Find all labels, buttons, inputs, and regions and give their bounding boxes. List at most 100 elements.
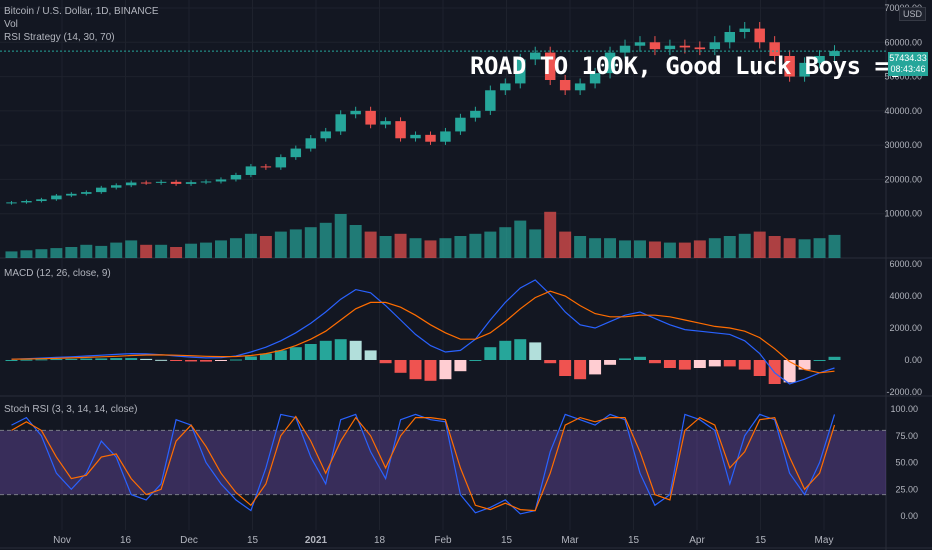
macd-histogram-bar	[5, 360, 18, 361]
x-tick-label: 15	[501, 535, 513, 546]
price-tick-label: 50000.00	[884, 72, 922, 82]
candle	[425, 131, 436, 145]
candle	[724, 25, 736, 49]
candle	[634, 36, 646, 52]
x-tick-label: Nov	[53, 535, 71, 546]
volume-bar	[469, 233, 482, 258]
macd-tick-label: -2000.00	[886, 387, 922, 397]
bar-countdown: 08:43:46	[890, 64, 926, 74]
volume-bar	[424, 240, 437, 258]
x-tick-label: Feb	[434, 535, 452, 546]
candle	[6, 201, 17, 205]
x-tick-label: 15	[628, 535, 640, 546]
macd-histogram-bar	[244, 356, 257, 360]
candle	[185, 180, 197, 186]
macd-histogram-bar	[813, 360, 826, 361]
stoch-label[interactable]: Stoch RSI (3, 3, 14, 14, close)	[4, 404, 138, 415]
price-tick-label: 10000.00	[884, 209, 922, 219]
macd-histogram-bar	[738, 360, 751, 370]
candle	[365, 106, 376, 129]
volume-bar	[65, 247, 78, 258]
price-pane	[0, 21, 886, 258]
volume-bar	[274, 231, 287, 258]
macd-histogram-bar	[663, 360, 676, 368]
macd-histogram-bar	[20, 359, 33, 361]
x-tick-label: May	[815, 535, 834, 546]
macd-histogram-bar	[155, 359, 168, 361]
macd-histogram-bar	[753, 360, 766, 376]
x-tick-label: 15	[755, 535, 767, 546]
volume-bar	[678, 242, 691, 258]
macd-histogram-bar	[289, 347, 302, 360]
volume-bar	[140, 244, 153, 258]
candle	[739, 21, 750, 39]
macd-histogram-bar	[409, 360, 422, 380]
candle	[275, 154, 287, 170]
volume-bar	[753, 231, 766, 258]
macd-histogram-bar	[50, 359, 63, 361]
candle	[81, 190, 92, 196]
candle	[649, 36, 661, 56]
volume-bar	[50, 248, 63, 258]
macd-histogram-bar	[633, 356, 646, 360]
macd-histogram-bar	[259, 353, 272, 360]
volume-bar	[783, 238, 796, 258]
volume-bar	[648, 241, 661, 258]
volume-bar	[454, 236, 467, 258]
volume-bar	[619, 240, 632, 258]
macd-histogram-bar	[334, 339, 347, 360]
candle	[604, 46, 616, 79]
macd-tick-label: 4000.00	[889, 291, 922, 301]
candle	[814, 50, 825, 69]
macd-histogram-bar	[723, 360, 736, 367]
macd-tick-label: 2000.00	[889, 323, 922, 333]
candle	[485, 85, 496, 115]
candle	[140, 180, 152, 185]
volume-bar	[589, 238, 602, 258]
candle	[21, 199, 32, 204]
candle	[559, 74, 571, 96]
macd-histogram-bar	[349, 340, 362, 360]
macd-histogram-bar	[544, 360, 557, 364]
macd-label[interactable]: MACD (12, 26, close, 9)	[4, 268, 111, 279]
macd-tick-label: 0.00	[904, 355, 922, 365]
currency-label[interactable]: USD	[899, 7, 927, 21]
last-price-tag: 57434.33 08:43:46	[888, 52, 928, 76]
macd-histogram-bar	[125, 358, 138, 360]
volume-bar	[544, 211, 557, 258]
macd-histogram-bar	[140, 358, 153, 360]
candle	[829, 45, 840, 62]
candle	[769, 36, 780, 62]
strategy-label[interactable]: RSI Strategy (14, 30, 70)	[4, 32, 115, 43]
volume-bar	[110, 242, 123, 258]
volume-bar	[364, 231, 377, 258]
macd-histogram-bar	[80, 358, 93, 360]
candle	[395, 117, 406, 142]
chart-annotation: ROAD TO 100K, Good Luck Boys =]	[470, 52, 903, 80]
price-tick-label: 30000.00	[884, 140, 922, 150]
volume-bar	[439, 238, 452, 258]
volume-bar	[693, 240, 706, 258]
symbol-label[interactable]: Bitcoin / U.S. Dollar, 1D, BINANCE	[4, 6, 159, 17]
macd-histogram-bar	[514, 339, 527, 360]
volume-bar	[20, 250, 33, 258]
volume-bar	[155, 244, 168, 258]
candle	[574, 78, 586, 96]
volume-label[interactable]: Vol	[4, 19, 18, 30]
macd-histogram-bar	[604, 360, 617, 365]
candle	[500, 78, 511, 96]
candle	[455, 113, 466, 135]
macd-histogram-bar	[214, 360, 227, 361]
macd-histogram-bar	[274, 350, 287, 360]
stoch-tick-label: 100.00	[890, 404, 918, 414]
candle	[125, 180, 137, 188]
volume-bar	[559, 231, 572, 258]
stoch-tick-label: 50.00	[895, 458, 918, 468]
volume-bar	[229, 238, 242, 258]
volume-bar	[200, 242, 213, 258]
candle	[410, 131, 421, 142]
volume-bar	[768, 236, 781, 258]
candle	[350, 106, 361, 119]
